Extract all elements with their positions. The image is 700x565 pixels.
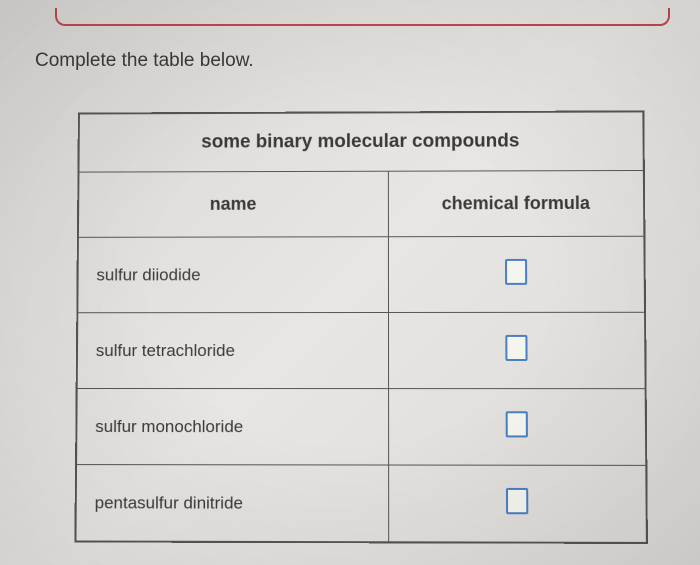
compound-name-cell: sulfur diiodide xyxy=(77,237,388,313)
formula-input-cell xyxy=(389,465,647,543)
compound-name-cell: sulfur tetrachloride xyxy=(77,312,389,388)
instruction-text: Complete the table below. xyxy=(35,50,254,72)
table-title-row: some binary molecular compounds xyxy=(78,111,643,172)
column-header-formula: chemical formula xyxy=(388,170,644,236)
table-row: sulfur diiodide xyxy=(77,236,645,312)
compound-name-cell: sulfur monochloride xyxy=(76,388,388,465)
formula-input-cell xyxy=(388,236,645,312)
formula-input[interactable] xyxy=(506,411,528,437)
formula-input[interactable] xyxy=(505,259,527,285)
table-title: some binary molecular compounds xyxy=(78,111,643,172)
table-header-row: name chemical formula xyxy=(78,170,644,237)
formula-input-cell xyxy=(388,312,645,388)
formula-input-cell xyxy=(388,389,646,466)
formula-input[interactable] xyxy=(505,335,527,361)
alert-bottom-edge xyxy=(55,8,670,26)
compounds-table: some binary molecular compounds name che… xyxy=(74,110,648,544)
table-row: sulfur tetrachloride xyxy=(77,312,646,388)
formula-input[interactable] xyxy=(506,488,528,514)
compound-name-cell: pentasulfur dinitride xyxy=(75,465,388,543)
table-row: pentasulfur dinitride xyxy=(75,465,646,543)
compounds-table-container: some binary molecular compounds name che… xyxy=(74,110,648,544)
table-row: sulfur monochloride xyxy=(76,388,646,465)
column-header-name: name xyxy=(78,171,388,237)
